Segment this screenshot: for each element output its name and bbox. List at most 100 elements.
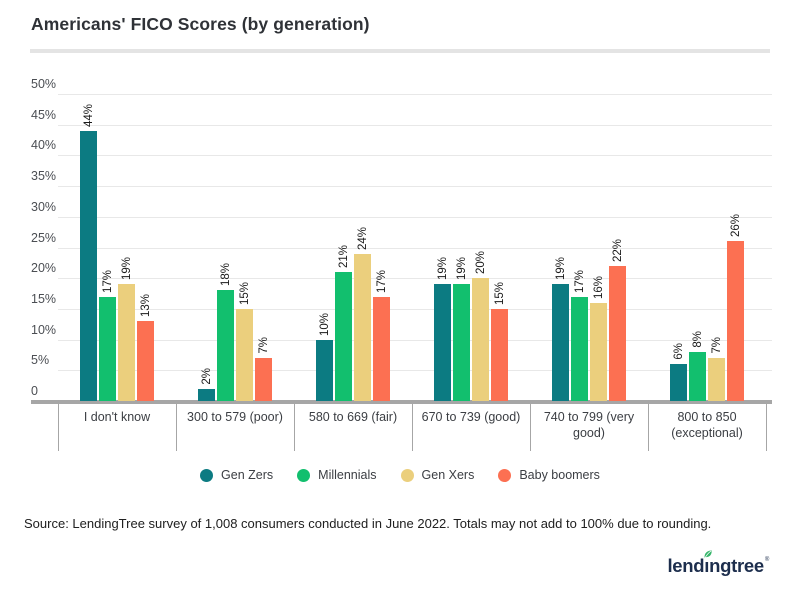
legend-item-baby-boomers: Baby boomers: [498, 468, 600, 482]
bar-gen-zers: [552, 284, 569, 401]
legend-swatch-icon: [498, 468, 512, 482]
x-axis-category-label: 670 to 739 (good): [421, 410, 521, 424]
bar-value-label: 24%: [357, 226, 369, 250]
bar-value-label: 10%: [319, 312, 331, 336]
bar-gen-xers: [118, 284, 135, 401]
x-axis-category-label: 580 to 669 (fair): [308, 410, 398, 424]
bar-gen-zers: [316, 340, 333, 401]
gridline-45: [58, 125, 772, 126]
bar-value-label: 44%: [83, 103, 95, 127]
legend-label: Gen Zers: [221, 468, 274, 482]
bar-value-label: 17%: [376, 269, 388, 293]
bar-baby-boomers: [137, 321, 154, 401]
x-axis-line: [31, 400, 772, 404]
y-axis-tick-label: 5%: [31, 353, 50, 367]
category-divider: [294, 403, 295, 451]
bar-baby-boomers: [373, 297, 390, 401]
category-divider: [412, 403, 413, 451]
bar-gen-zers: [80, 131, 97, 401]
y-axis-tick-label: 45%: [31, 108, 57, 122]
bar-baby-boomers: [727, 241, 744, 401]
bar-gen-xers: [354, 254, 371, 401]
gridline-5: [58, 370, 772, 371]
bar-value-label: 13%: [140, 293, 152, 317]
y-axis-tick-label: 40%: [31, 138, 57, 152]
bar-millennials: [99, 297, 116, 401]
bar-value-label: 2%: [201, 368, 213, 385]
bar-baby-boomers: [491, 309, 508, 401]
gridline-10: [58, 340, 772, 341]
bar-millennials: [689, 352, 706, 401]
x-axis-category-label: 800 to 850 (exceptional): [671, 410, 743, 440]
bar-value-label: 15%: [239, 281, 251, 305]
y-axis-tick-label: 20%: [31, 261, 57, 275]
bar-value-label: 17%: [102, 269, 114, 293]
lendingtree-logo: lend ı ngtree ®: [667, 550, 769, 577]
bar-baby-boomers: [609, 266, 626, 401]
title-divider: [30, 49, 770, 53]
bar-value-label: 7%: [258, 337, 270, 354]
bar-millennials: [335, 272, 352, 401]
bar-baby-boomers: [255, 358, 272, 401]
bar-value-label: 20%: [475, 250, 487, 274]
gridline-30: [58, 217, 772, 218]
bar-value-label: 18%: [220, 262, 232, 286]
y-axis-tick-label: 30%: [31, 200, 57, 214]
bar-gen-xers: [472, 278, 489, 401]
gridline-50: [58, 94, 772, 95]
bar-millennials: [571, 297, 588, 401]
logo-text-post: ngtree: [709, 555, 764, 576]
leaf-icon: [704, 550, 712, 558]
bar-millennials: [453, 284, 470, 401]
bar-value-label: 26%: [730, 213, 742, 237]
legend-item-millennials: Millennials: [297, 468, 377, 482]
gridline-15: [58, 309, 772, 310]
category-divider: [530, 403, 531, 451]
legend-swatch-icon: [297, 468, 311, 482]
y-axis-tick-label: 35%: [31, 169, 57, 183]
y-axis-tick-label: 25%: [31, 231, 57, 245]
bar-gen-zers: [434, 284, 451, 401]
page-title: Americans' FICO Scores (by generation): [31, 14, 370, 34]
bar-value-label: 19%: [437, 256, 449, 280]
bar-gen-zers: [198, 389, 215, 401]
bar-millennials: [217, 290, 234, 401]
legend-label: Baby boomers: [519, 468, 600, 482]
legend-swatch-icon: [400, 468, 414, 482]
bar-value-label: 22%: [612, 238, 624, 262]
bar-value-label: 16%: [593, 275, 605, 299]
y-axis-tick-label: 0: [31, 384, 38, 398]
y-axis-tick-label: 50%: [31, 77, 57, 91]
chart-legend: Gen Zers Millennials Gen Xers Baby boomers: [0, 465, 800, 485]
bar-value-label: 15%: [494, 281, 506, 305]
bar-value-label: 8%: [692, 331, 704, 348]
category-divider: [176, 403, 177, 451]
source-note: Source: LendingTree survey of 1,008 cons…: [24, 516, 712, 531]
legend-label: Gen Xers: [421, 468, 475, 482]
gridline-25: [58, 248, 772, 249]
x-axis-category-label: I don't know: [83, 410, 151, 424]
bar-value-label: 19%: [456, 256, 468, 280]
bar-value-label: 7%: [711, 337, 723, 354]
bar-value-label: 17%: [574, 269, 586, 293]
gridline-20: [58, 278, 772, 279]
legend-label: Millennials: [318, 468, 377, 482]
bar-value-label: 6%: [673, 343, 685, 360]
bar-value-label: 19%: [121, 256, 133, 280]
x-axis-category-label: 740 to 799 (very good): [543, 410, 635, 440]
logo-registered-mark: ®: [764, 557, 769, 563]
x-axis-category-label: 300 to 579 (poor): [187, 410, 283, 424]
category-divider: [648, 403, 649, 451]
y-axis-tick-label: 15%: [31, 292, 57, 306]
bar-gen-xers: [236, 309, 253, 401]
bar-gen-xers: [590, 303, 607, 401]
logo-letter-i: ı: [704, 550, 712, 577]
bar-gen-xers: [708, 358, 725, 401]
bar-value-label: 19%: [555, 256, 567, 280]
bar-value-label: 21%: [338, 244, 350, 268]
category-divider: [766, 403, 767, 451]
logo-text-pre: lend: [667, 555, 705, 576]
y-axis-tick-label: 10%: [31, 323, 57, 337]
legend-item-gen-xers: Gen Xers: [400, 468, 475, 482]
